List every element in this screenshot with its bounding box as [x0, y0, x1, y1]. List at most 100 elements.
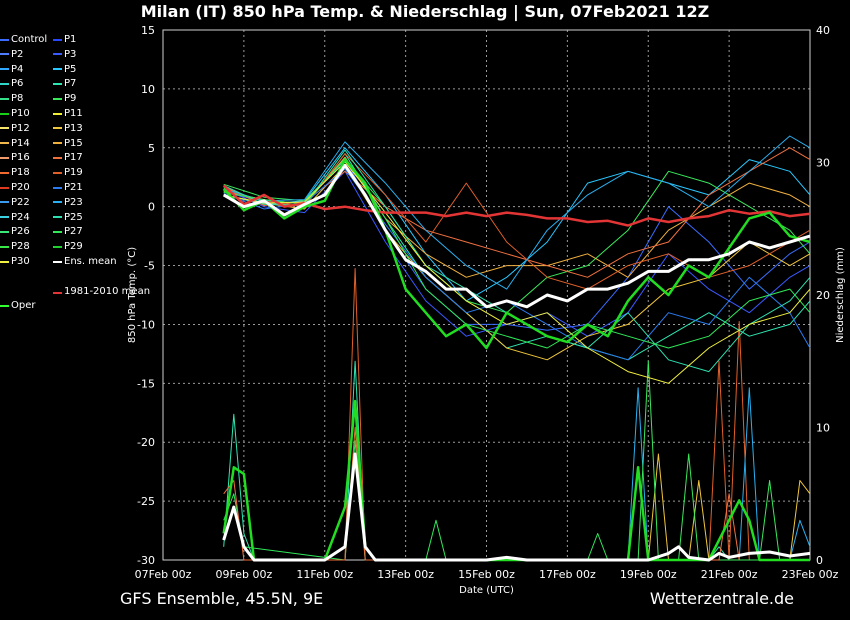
legend-label: P24	[11, 211, 30, 223]
temp-member-line	[223, 135, 811, 290]
legend-label: P15	[64, 137, 83, 149]
x-tick-label: 19Feb 00z	[620, 568, 677, 581]
legend-swatch	[0, 127, 9, 130]
legend-label: P29	[64, 241, 83, 253]
legend: Control P1 P2 P3 P4 P5 P6 P7 P8 P9 P10 P11 P12 P13 P14…	[0, 33, 151, 323]
y-tick-label: -20	[137, 436, 155, 449]
legend-item: P29	[53, 240, 83, 253]
legend-swatch	[0, 156, 9, 159]
legend-swatch	[53, 142, 62, 145]
legend-label: P19	[64, 167, 83, 179]
x-tick-label: 09Feb 00z	[216, 568, 273, 581]
legend-swatch	[53, 216, 62, 219]
x-axis-label: Date (UTC)	[459, 585, 514, 596]
legend-label: P6	[11, 78, 24, 90]
legend-label: P23	[64, 196, 83, 208]
legend-label: P16	[11, 152, 30, 164]
legend-item: P27	[53, 225, 83, 238]
legend-swatch	[53, 53, 62, 56]
x-tick-label: 13Feb 00z	[377, 568, 434, 581]
legend-swatch	[0, 186, 9, 189]
legend-item: P28	[0, 240, 30, 253]
legend-item: P17	[53, 151, 83, 164]
legend-label: P18	[11, 167, 30, 179]
x-tick-label: 17Feb 00z	[539, 568, 596, 581]
legend-label: P17	[64, 152, 83, 164]
legend-item: P24	[0, 211, 30, 224]
legend-swatch	[53, 171, 62, 174]
legend-swatch	[53, 68, 62, 71]
y2-tick-label: 0	[816, 554, 823, 567]
legend-item: P25	[53, 211, 83, 224]
legend-label: P11	[64, 108, 83, 119]
legend-item: P10	[0, 107, 30, 120]
y-tick-label: 15	[141, 24, 155, 37]
precip-member-line	[637, 360, 781, 561]
legend-label: P3	[64, 48, 77, 60]
y-tick-label: -15	[137, 377, 155, 390]
legend-item: Control	[0, 33, 47, 46]
oper-temp-line	[222, 158, 811, 350]
y-tick-label: -25	[137, 495, 155, 508]
legend-label: P2	[11, 48, 24, 60]
precip-member-line	[223, 427, 740, 561]
legend-swatch	[0, 245, 9, 248]
legend-label: P30	[11, 256, 30, 267]
y-tick-label: 10	[141, 83, 155, 96]
legend-item: P26	[0, 225, 30, 238]
legend-swatch	[0, 142, 9, 145]
legend-swatch	[53, 38, 62, 41]
legend-label: P1	[64, 34, 77, 45]
legend-label: Oper	[11, 300, 36, 311]
legend-swatch	[0, 171, 9, 174]
legend-swatch	[53, 127, 62, 130]
legend-item: P9	[53, 92, 76, 105]
legend-label: P26	[11, 226, 30, 238]
legend-item: P22	[0, 196, 30, 209]
legend-item: P1	[53, 33, 76, 46]
legend-item: P18	[0, 166, 30, 179]
chart-title: Milan (IT) 850 hPa Temp. & Niederschlag …	[140, 2, 710, 21]
legend-label: P14	[11, 137, 30, 149]
legend-item: P30	[0, 255, 30, 268]
legend-swatch	[53, 230, 62, 233]
legend-swatch	[53, 292, 62, 294]
legend-swatch	[0, 53, 9, 56]
legend-item: P2	[0, 48, 23, 61]
legend-item: P23	[53, 196, 83, 209]
legend-label: P13	[64, 122, 83, 134]
x-tick-label: 23Feb 00z	[782, 568, 839, 581]
legend-item: P11	[53, 107, 83, 120]
legend-label: P12	[11, 122, 30, 134]
legend-label: P21	[64, 182, 83, 193]
legend-item: P8	[0, 92, 23, 105]
legend-swatch	[53, 260, 62, 263]
ens-mean-precip-line	[222, 452, 811, 562]
legend-item: P16	[0, 151, 30, 164]
legend-item: Ens. mean	[53, 255, 117, 268]
x-tick-label: 21Feb 00z	[701, 568, 758, 581]
y2-tick-label: 40	[816, 24, 830, 37]
legend-item: P19	[53, 166, 83, 179]
legend-swatch	[53, 245, 62, 248]
legend-label: P25	[64, 211, 83, 223]
legend-swatch	[53, 97, 62, 100]
legend-label: P20	[11, 182, 30, 193]
legend-item: Oper	[0, 299, 35, 312]
ens-mean-temp-line	[222, 163, 811, 309]
precip-member-line	[627, 387, 811, 561]
legend-label: P8	[11, 93, 24, 105]
precip-member-line	[647, 453, 811, 561]
legend-label: 1981-2010 mean	[64, 286, 151, 297]
legend-label: P10	[11, 108, 30, 119]
y-tick-label: 0	[148, 201, 155, 214]
legend-label: Ens. mean	[64, 256, 117, 267]
y2-axis-label: Niederschlag (mm)	[835, 247, 846, 343]
legend-swatch	[0, 230, 9, 233]
precip-member-line	[344, 268, 750, 561]
x-tick-label: 11Feb 00z	[296, 568, 353, 581]
legend-swatch	[0, 201, 9, 204]
y2-tick-label: 30	[816, 157, 830, 170]
legend-label: P28	[11, 241, 30, 253]
